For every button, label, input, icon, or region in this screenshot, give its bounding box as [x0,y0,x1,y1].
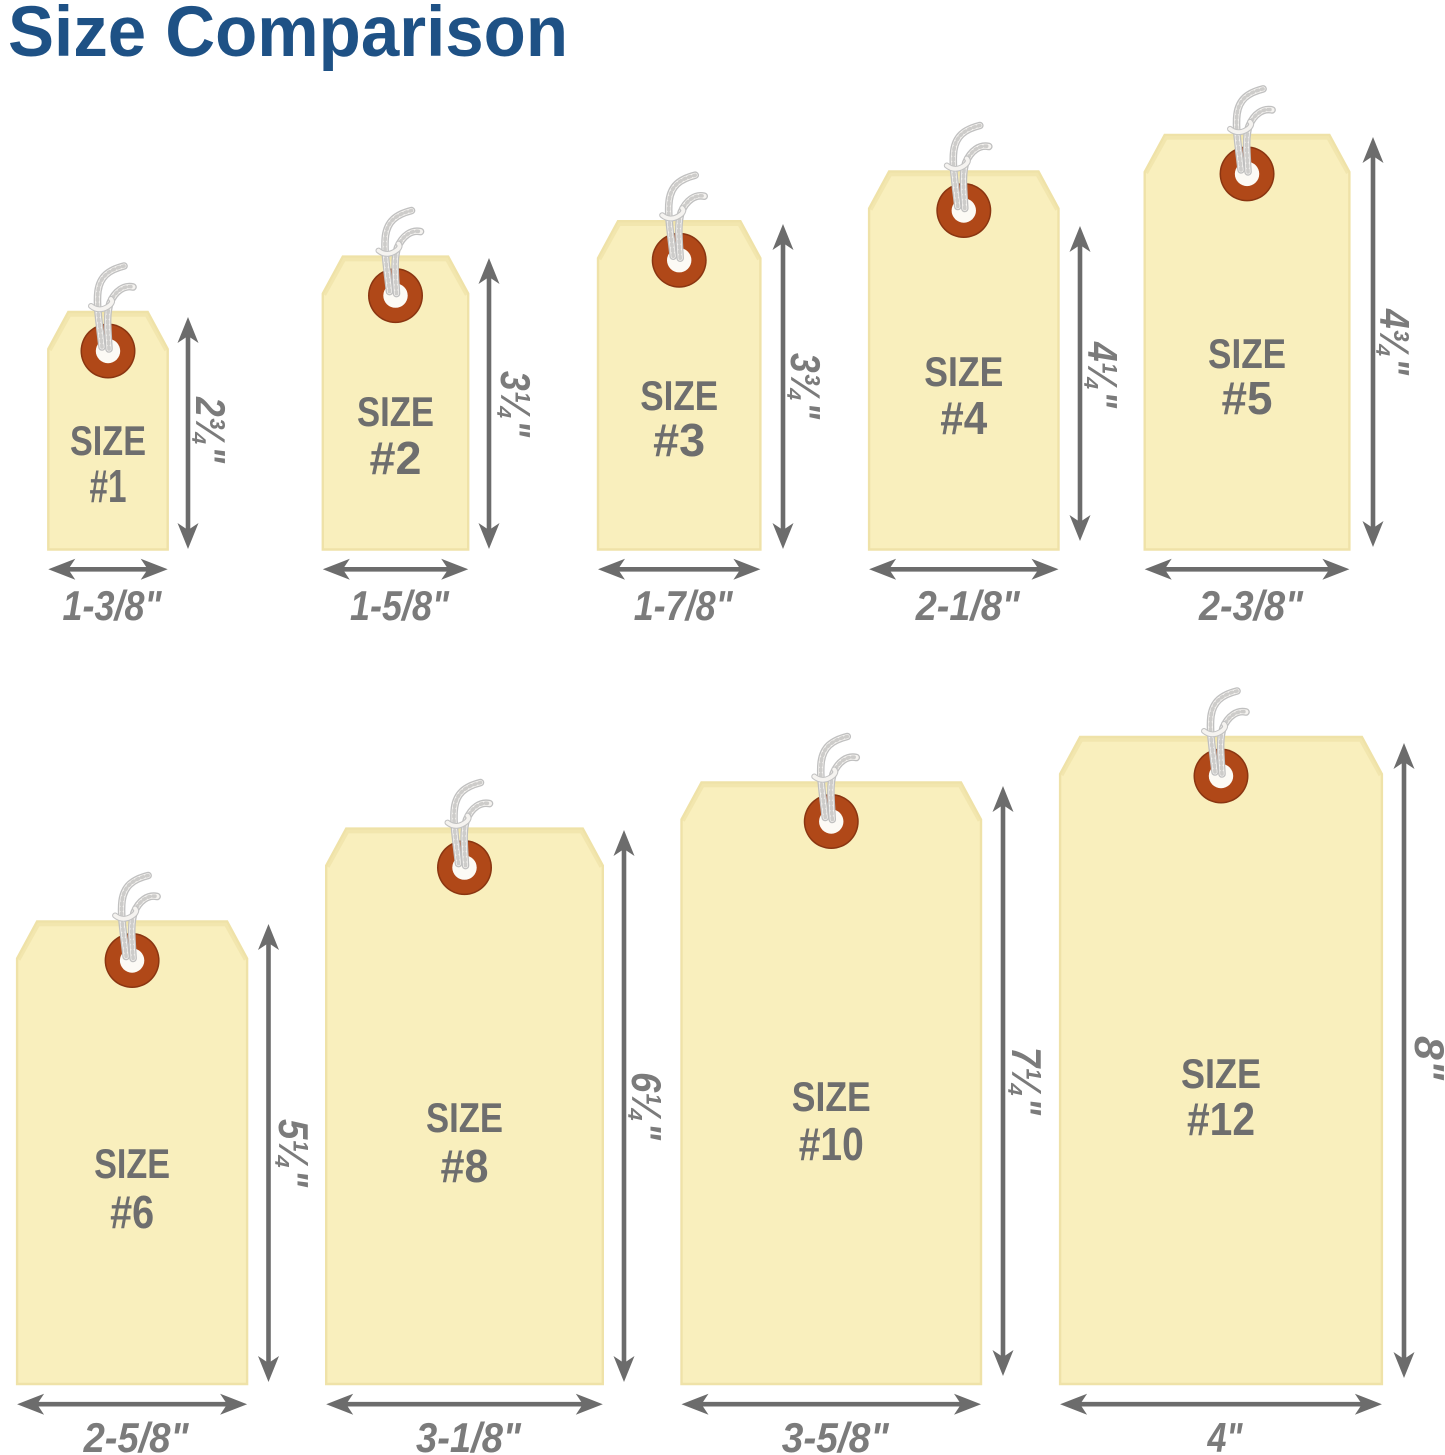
svg-text:6¼": 6¼" [623,1072,670,1141]
svg-text:1-3/8": 1-3/8" [63,582,163,629]
svg-text:1-7/8": 1-7/8" [634,582,734,629]
svg-text:SIZE: SIZE [1181,1050,1261,1097]
svg-text:#12: #12 [1187,1093,1255,1145]
svg-text:1-5/8": 1-5/8" [350,582,450,629]
svg-text:Size Comparison: Size Comparison [8,0,568,72]
svg-text:8": 8" [1406,1036,1445,1081]
svg-text:#2: #2 [370,432,422,484]
svg-text:2-3/8": 2-3/8" [1198,582,1304,629]
svg-text:#8: #8 [441,1140,489,1192]
svg-text:SIZE: SIZE [792,1073,871,1120]
svg-text:SIZE: SIZE [426,1094,503,1141]
svg-text:SIZE: SIZE [94,1140,170,1187]
svg-text:SIZE: SIZE [924,348,1003,395]
svg-text:#10: #10 [799,1118,864,1170]
svg-text:4": 4" [1207,1414,1244,1455]
svg-text:#6: #6 [110,1186,154,1238]
svg-text:#3: #3 [653,414,705,466]
svg-text:4¼": 4¼" [1079,341,1126,409]
svg-text:SIZE: SIZE [357,388,434,435]
svg-text:#4: #4 [940,392,987,444]
svg-text:SIZE: SIZE [70,417,146,464]
svg-text:#5: #5 [1222,372,1273,424]
svg-text:2-1/8": 2-1/8" [915,582,1021,629]
svg-text:7¼": 7¼" [1003,1047,1050,1116]
svg-text:4¾": 4¾" [1371,308,1418,376]
svg-text:3¾": 3¾" [782,353,829,420]
svg-text:2-5/8": 2-5/8" [83,1414,190,1455]
svg-text:5¼": 5¼" [270,1119,317,1188]
svg-text:3-5/8": 3-5/8" [782,1414,890,1455]
svg-text:3¼": 3¼" [492,371,539,438]
svg-text:#1: #1 [90,460,127,512]
svg-text:2¾": 2¾" [187,396,234,464]
svg-text:SIZE: SIZE [640,372,718,419]
svg-text:SIZE: SIZE [1208,330,1286,377]
svg-text:3-1/8": 3-1/8" [416,1414,522,1455]
